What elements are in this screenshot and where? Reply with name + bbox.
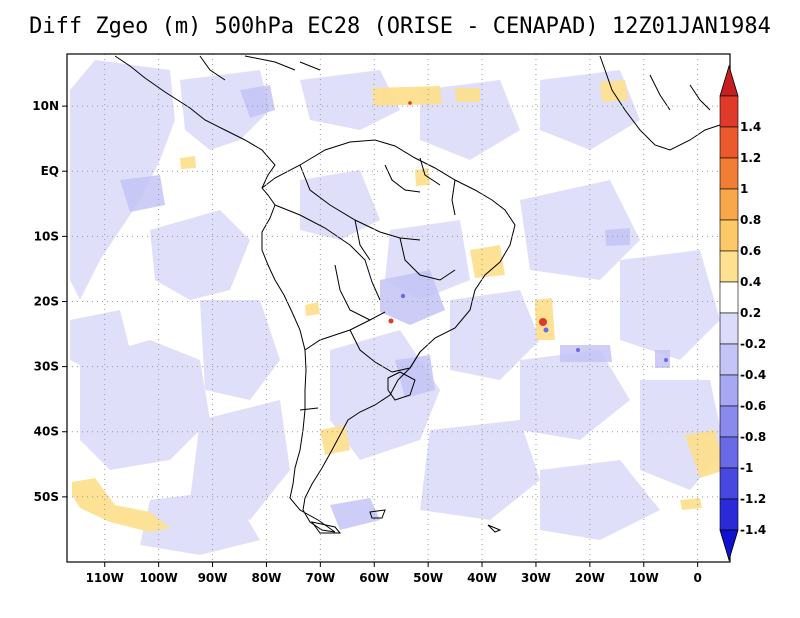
colorbar-label: -0.4 bbox=[740, 368, 766, 382]
colorbar-label: 1 bbox=[740, 182, 748, 196]
colorbar-label: 0.4 bbox=[740, 275, 761, 289]
colorbar-swatch bbox=[719, 95, 739, 128]
y-tick-label: 40S bbox=[34, 425, 59, 439]
x-tick-label: 60W bbox=[359, 571, 389, 585]
y-tick-label: 20S bbox=[34, 294, 59, 308]
colorbar-label: -0.2 bbox=[740, 337, 766, 351]
colorbar-swatch bbox=[719, 188, 739, 221]
colorbar-label: 1.2 bbox=[740, 151, 761, 165]
colorbar-label: -1.2 bbox=[740, 492, 766, 506]
colorbar-swatch bbox=[719, 405, 739, 438]
colorbar-swatch bbox=[719, 312, 739, 345]
x-tick-label: 0 bbox=[693, 571, 701, 585]
y-tick-label: 30S bbox=[34, 360, 59, 374]
colorbar-swatch bbox=[719, 281, 739, 314]
x-tick-label: 90W bbox=[198, 571, 228, 585]
colorbar-bottom-arrow bbox=[719, 529, 739, 562]
field-shading bbox=[67, 54, 730, 562]
colorbar-swatch bbox=[719, 498, 739, 531]
plot-title: Diff Zgeo (m) 500hPa EC28 (ORISE - CENAP… bbox=[29, 14, 771, 39]
y-tick-label: 10N bbox=[32, 99, 59, 113]
colorbar: 1.4 1.2 1 0.8 0.6 0.4 0.2 -0.2 -0.4 -0.6 -0.8 -1 -1.… bbox=[719, 64, 766, 562]
colorbar-label: -1.4 bbox=[740, 523, 766, 537]
colorbar-swatch bbox=[719, 343, 739, 376]
colorbar-label: -0.8 bbox=[740, 430, 766, 444]
x-tick-label: 70W bbox=[305, 571, 335, 585]
x-tick-label: 40W bbox=[467, 571, 497, 585]
y-tick-label: 10S bbox=[34, 229, 59, 243]
coastlines bbox=[114, 55, 730, 534]
colorbar-swatch bbox=[719, 126, 739, 159]
colorbar-swatch bbox=[719, 250, 739, 283]
colorbar-label: 0.6 bbox=[740, 244, 761, 258]
x-tick-label: 80W bbox=[251, 571, 281, 585]
x-tick-label: 50W bbox=[413, 571, 443, 585]
y-axis: 10N EQ 10S 20S 30S 40S 50S bbox=[32, 99, 67, 504]
colorbar-swatch bbox=[719, 467, 739, 500]
x-axis: 110W 100W 90W 80W 70W 60W 50W 40W 30W 20W 10W 0 bbox=[86, 562, 702, 585]
colorbar-swatch bbox=[719, 219, 739, 252]
colorbar-swatch bbox=[719, 157, 739, 190]
colorbar-swatch bbox=[719, 436, 739, 469]
y-tick-label: 50S bbox=[34, 490, 59, 504]
colorbar-label: -1 bbox=[740, 461, 753, 475]
x-tick-label: 110W bbox=[86, 571, 124, 585]
x-tick-label: 10W bbox=[629, 571, 659, 585]
colorbar-label: -0.6 bbox=[740, 399, 766, 413]
colorbar-label: 1.4 bbox=[740, 120, 761, 134]
y-tick-label: EQ bbox=[41, 164, 59, 178]
colorbar-swatch bbox=[719, 374, 739, 407]
x-tick-label: 30W bbox=[521, 571, 551, 585]
colorbar-label: 0.8 bbox=[740, 213, 761, 227]
x-tick-label: 100W bbox=[139, 571, 177, 585]
gridlines bbox=[67, 54, 730, 562]
colorbar-label: 0.2 bbox=[740, 306, 761, 320]
x-tick-label: 20W bbox=[575, 571, 605, 585]
